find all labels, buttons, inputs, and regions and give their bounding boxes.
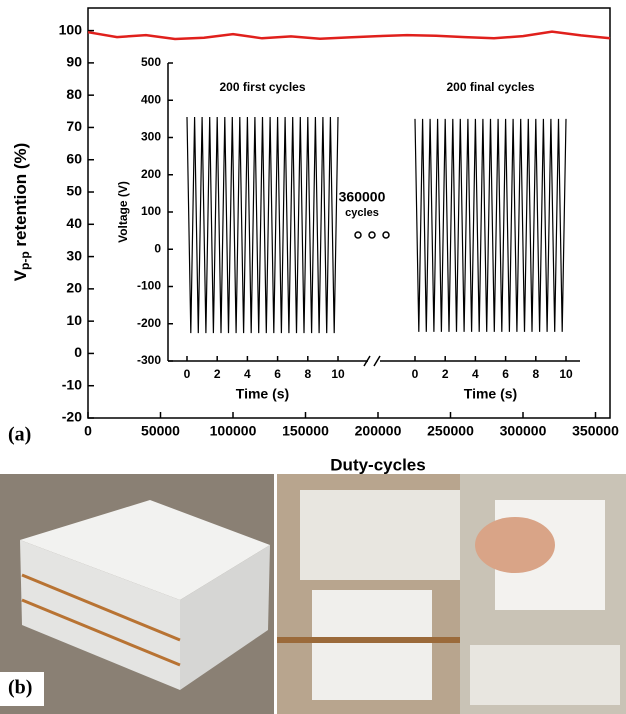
y-tick-label: -20 (62, 409, 82, 425)
y-tick-label: 80 (66, 86, 82, 102)
waveform (414, 118, 567, 332)
inset-y-tick-label: 500 (141, 55, 161, 69)
inset-x-tick-label: 0 (184, 367, 191, 381)
y-axis-label: Vp-p retention (%) (11, 143, 32, 282)
panel-label: (a) (8, 424, 31, 446)
y-tick-label: 40 (66, 215, 82, 231)
inset-x-tick-label: 8 (532, 367, 539, 381)
inset-x-tick-label: 0 (412, 367, 419, 381)
y-tick-label: 60 (66, 150, 82, 166)
ellipsis (354, 231, 390, 239)
inset-x-tick-label: 4 (244, 367, 251, 381)
inset-y-tick-label: -300 (137, 353, 161, 367)
inset-x-tick-label: 10 (331, 367, 345, 381)
x-tick-label: 200000 (355, 423, 402, 439)
plot-frame (87, 7, 611, 419)
device-side (180, 545, 270, 690)
inset-y-tick-label: 100 (141, 204, 161, 218)
device-side (20, 540, 180, 690)
x-tick-label: 300000 (500, 423, 547, 439)
panel-label: (b) (8, 677, 32, 699)
inset-x-tick-label: 2 (214, 367, 221, 381)
y-tick-label: 30 (66, 247, 82, 263)
inset-x-tick-label: 6 (274, 367, 281, 381)
inset-y-tick-label: -200 (137, 316, 161, 330)
annotation-sub: cycles (345, 207, 379, 219)
y-tick-label: 50 (66, 183, 82, 199)
dot (368, 231, 376, 239)
y-axis-label-rest: retention (%) (11, 143, 30, 252)
dot (382, 231, 390, 239)
y-tick-label: 100 (59, 21, 83, 37)
x-axis-label: Duty-cycles (330, 455, 425, 474)
segment-label: 200 final cycles (446, 80, 534, 94)
device-top (20, 500, 270, 600)
dot (354, 231, 362, 239)
y-tick-label: -10 (62, 376, 82, 392)
hand (475, 517, 555, 573)
electrode (21, 573, 181, 642)
y-axis-label-sub: p-p (18, 251, 32, 270)
inset-y-label: Voltage (V) (116, 181, 130, 243)
label-bg (0, 672, 44, 706)
breadboard (470, 645, 620, 705)
y-axis-label-main: V (11, 269, 30, 281)
x-tick-label: 50000 (141, 423, 180, 439)
y-tick-label: 0 (74, 344, 82, 360)
inset-x-label: Time (s) (464, 386, 517, 402)
inset-x-tick-label: 4 (472, 367, 479, 381)
inset-y-tick-label: 0 (154, 241, 161, 255)
y-tick-label: 20 (66, 280, 82, 296)
data-line (87, 30, 611, 41)
inset-x-tick-label: 8 (304, 367, 311, 381)
x-tick-label: 150000 (282, 423, 329, 439)
photos (0, 474, 626, 714)
device (312, 590, 432, 700)
annotation: 360000 (339, 189, 386, 205)
waveform (186, 116, 339, 334)
breadboard (300, 490, 460, 580)
inset-y-tick-label: 400 (141, 92, 161, 106)
y-tick-label: 90 (66, 54, 82, 70)
segment-label: 200 first cycles (219, 80, 305, 94)
electrode (21, 598, 181, 667)
inset-y-tick-label: 300 (141, 130, 161, 144)
x-tick-label: 250000 (427, 423, 474, 439)
y-tick-label: 70 (66, 118, 82, 134)
x-tick-label: 100000 (210, 423, 257, 439)
x-tick-label: 350000 (572, 423, 619, 439)
inset-y-tick-label: 200 (141, 167, 161, 181)
axis-break (363, 355, 381, 367)
inset-x-tick-label: 2 (442, 367, 449, 381)
inset-y-tick-label: -100 (137, 279, 161, 293)
inset-x-tick-label: 6 (502, 367, 509, 381)
inset-x-tick-label: 10 (559, 367, 573, 381)
y-tick-label: 10 (66, 312, 82, 328)
inset-x-label: Time (s) (236, 386, 289, 402)
x-tick-label: 0 (84, 423, 92, 439)
